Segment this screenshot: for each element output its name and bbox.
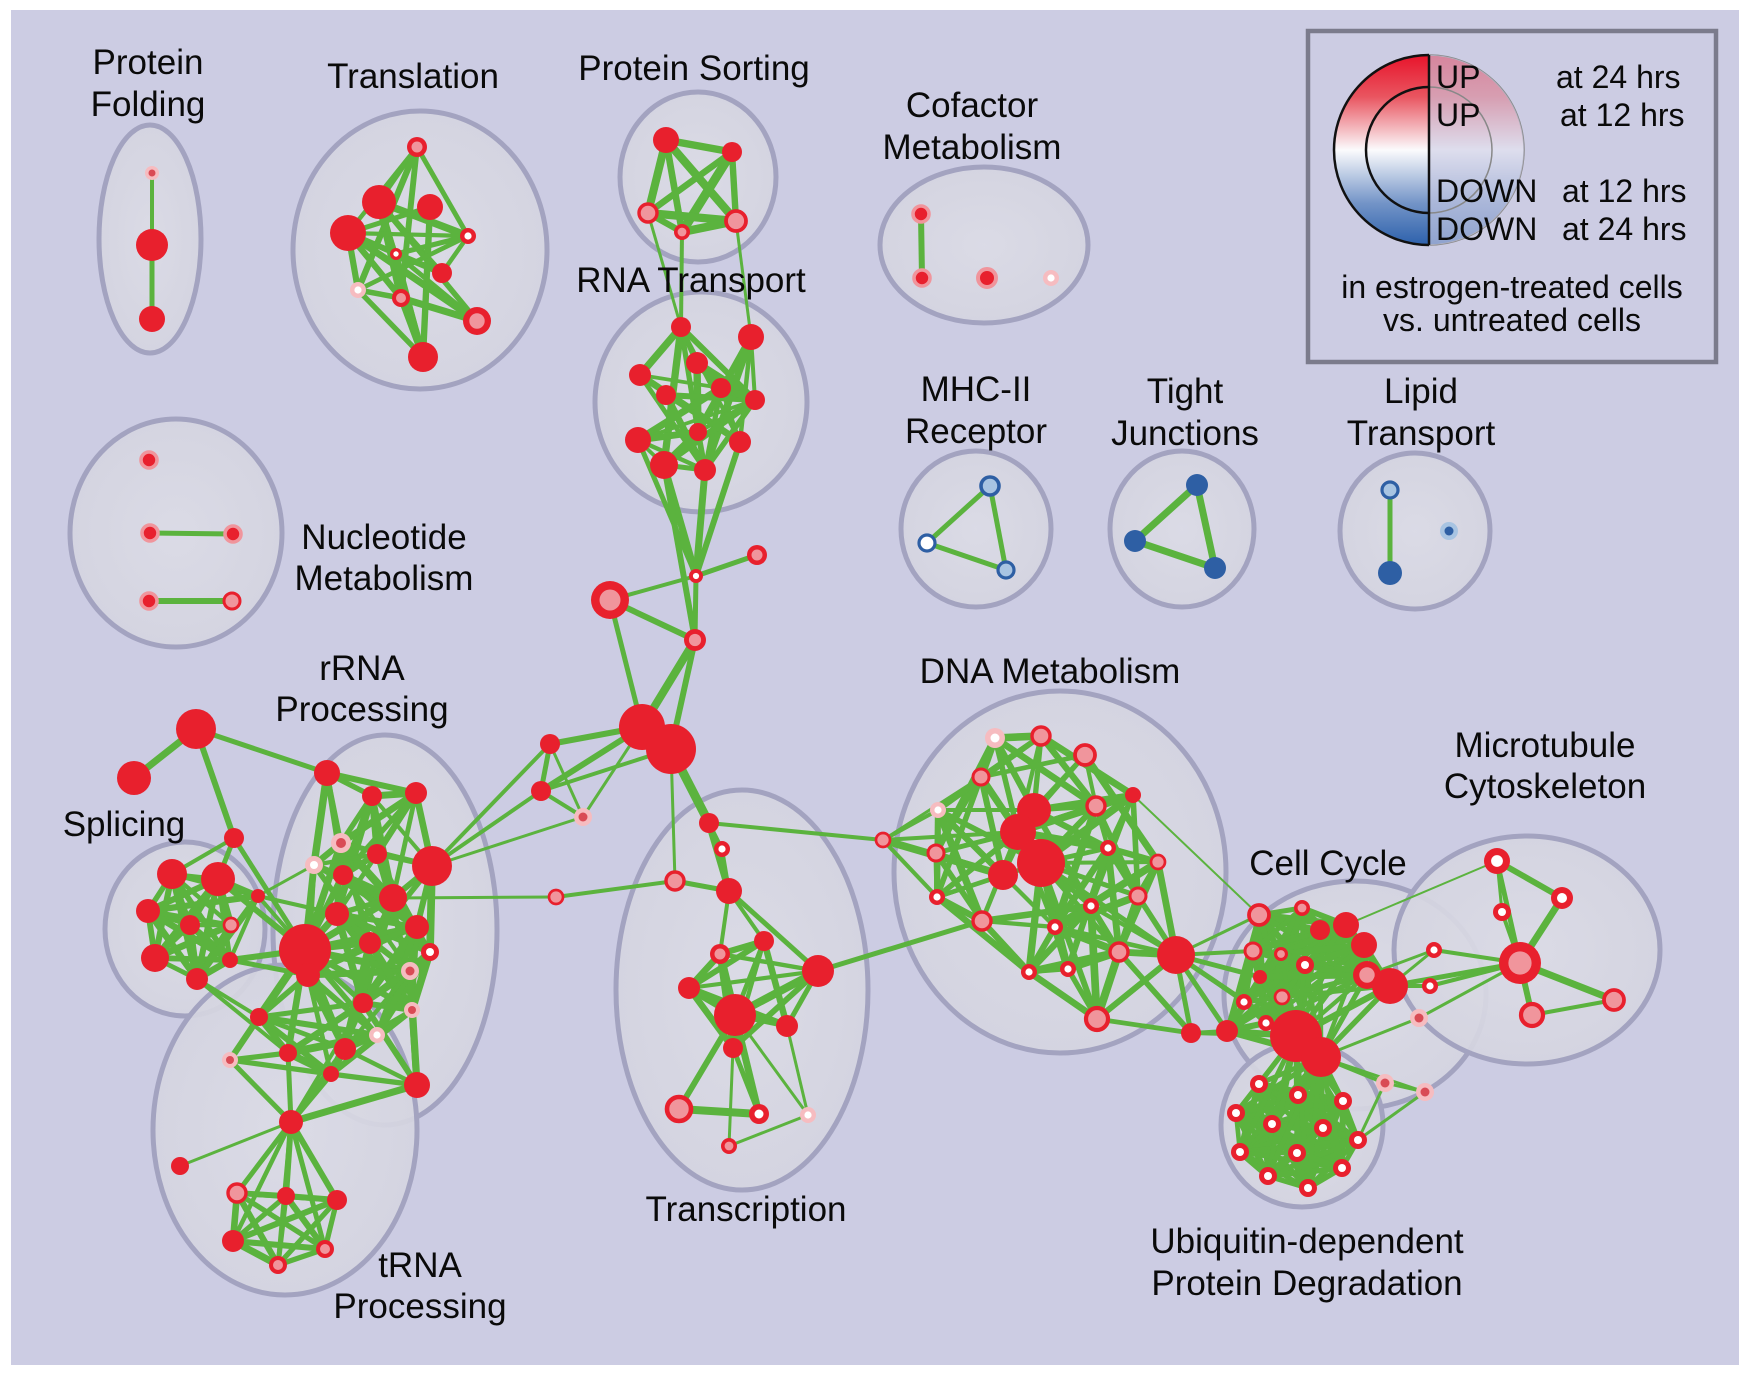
svg-text:rRNA: rRNA — [319, 649, 405, 688]
svg-text:Processing: Processing — [333, 1287, 506, 1326]
svg-text:Protein Degradation: Protein Degradation — [1151, 1264, 1462, 1303]
svg-text:Transport: Transport — [1347, 414, 1496, 453]
svg-text:Metabolism: Metabolism — [883, 128, 1062, 167]
svg-text:in estrogen-treated cells: in estrogen-treated cells — [1341, 269, 1683, 305]
svg-text:Cell Cycle: Cell Cycle — [1249, 844, 1407, 883]
svg-text:Splicing: Splicing — [63, 805, 186, 844]
svg-text:Metabolism: Metabolism — [295, 559, 474, 598]
svg-text:at 12 hrs: at 12 hrs — [1562, 173, 1687, 209]
svg-text:Cofactor: Cofactor — [906, 86, 1039, 125]
svg-text:Nucleotide: Nucleotide — [301, 518, 466, 557]
svg-text:tRNA: tRNA — [378, 1246, 462, 1285]
svg-text:DOWN: DOWN — [1436, 173, 1537, 209]
svg-text:at 12 hrs: at 12 hrs — [1560, 97, 1685, 133]
svg-text:Processing: Processing — [275, 690, 448, 729]
svg-text:Tight: Tight — [1147, 372, 1224, 411]
svg-text:Receptor: Receptor — [905, 412, 1047, 451]
svg-text:DOWN: DOWN — [1436, 211, 1537, 247]
svg-text:DNA Metabolism: DNA Metabolism — [920, 652, 1181, 691]
svg-text:RNA Transport: RNA Transport — [576, 261, 806, 300]
svg-text:UP: UP — [1436, 59, 1480, 95]
svg-text:Translation: Translation — [327, 57, 499, 96]
svg-text:Folding: Folding — [91, 85, 206, 124]
svg-text:MHC-II: MHC-II — [921, 370, 1032, 409]
svg-text:Junctions: Junctions — [1111, 414, 1259, 453]
svg-text:UP: UP — [1436, 97, 1480, 133]
svg-text:Lipid: Lipid — [1384, 372, 1458, 411]
svg-text:Microtubule: Microtubule — [1455, 726, 1636, 765]
svg-text:Cytoskeleton: Cytoskeleton — [1444, 767, 1646, 806]
svg-text:vs. untreated cells: vs. untreated cells — [1383, 302, 1641, 338]
svg-text:Transcription: Transcription — [646, 1190, 847, 1229]
svg-text:Protein Sorting: Protein Sorting — [578, 49, 810, 88]
svg-text:Ubiquitin-dependent: Ubiquitin-dependent — [1150, 1222, 1464, 1261]
svg-text:Protein: Protein — [93, 43, 204, 82]
svg-text:at 24 hrs: at 24 hrs — [1556, 59, 1681, 95]
svg-text:at 24 hrs: at 24 hrs — [1562, 211, 1687, 247]
